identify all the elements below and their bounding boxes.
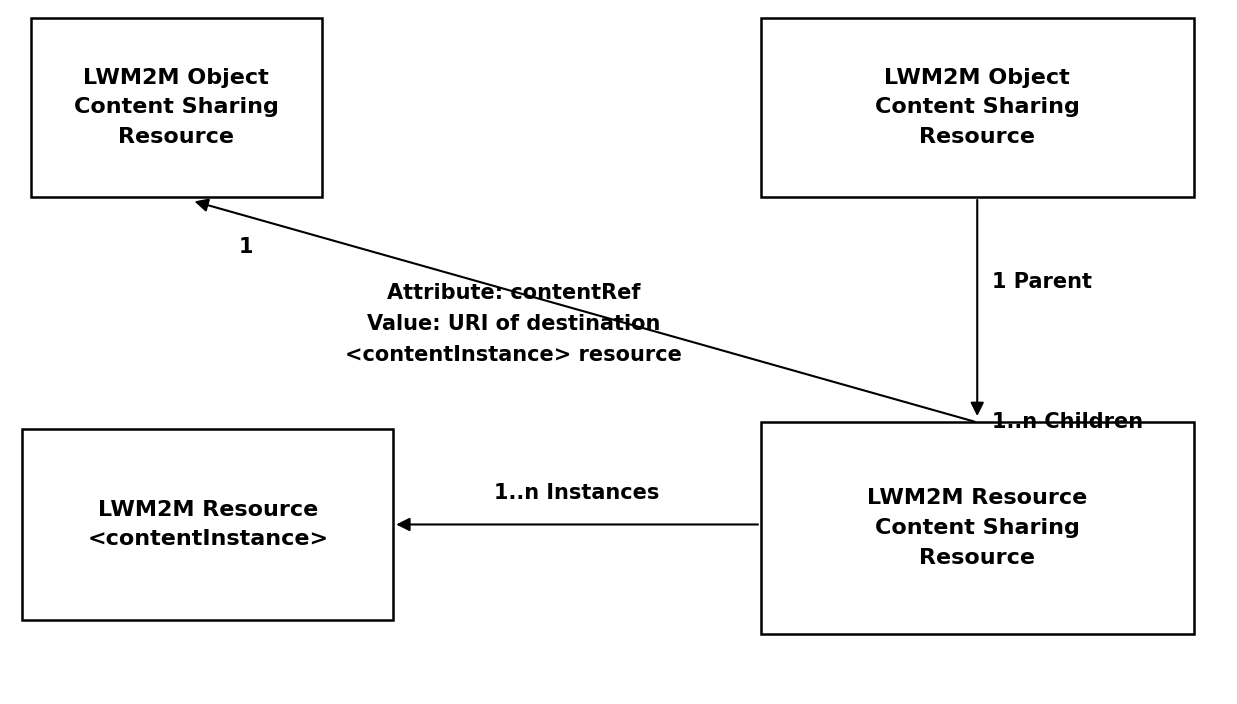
FancyBboxPatch shape <box>31 18 322 197</box>
FancyBboxPatch shape <box>22 429 393 620</box>
Text: LWM2M Resource
Content Sharing
Resource: LWM2M Resource Content Sharing Resource <box>867 489 1087 567</box>
FancyBboxPatch shape <box>761 422 1194 634</box>
Text: 1: 1 <box>239 237 254 256</box>
Text: Attribute: contentRef
Value: URI of destination
<contentInstance> resource: Attribute: contentRef Value: URI of dest… <box>345 282 682 365</box>
Text: LWM2M Object
Content Sharing
Resource: LWM2M Object Content Sharing Resource <box>875 68 1080 147</box>
Text: 1..n Children: 1..n Children <box>992 412 1143 432</box>
Text: 1..n Instances: 1..n Instances <box>494 484 659 503</box>
FancyBboxPatch shape <box>761 18 1194 197</box>
Text: LWM2M Object
Content Sharing
Resource: LWM2M Object Content Sharing Resource <box>74 68 278 147</box>
Text: LWM2M Resource
<contentInstance>: LWM2M Resource <contentInstance> <box>88 500 328 549</box>
Text: 1 Parent: 1 Parent <box>992 272 1092 291</box>
